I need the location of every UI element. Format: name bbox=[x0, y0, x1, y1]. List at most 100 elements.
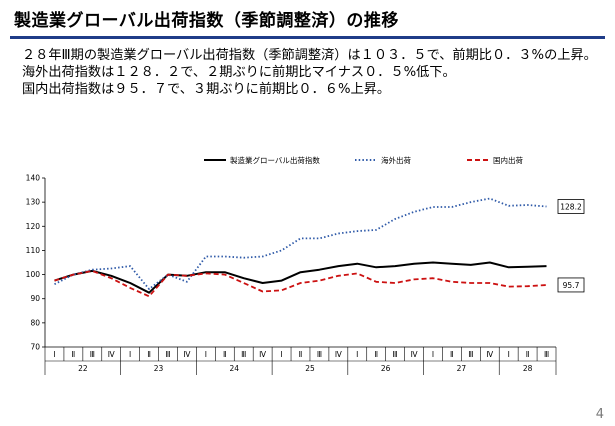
data-point bbox=[262, 256, 264, 258]
data-point bbox=[413, 211, 415, 213]
data-point bbox=[413, 279, 415, 281]
data-point bbox=[337, 265, 339, 267]
data-point bbox=[319, 269, 321, 271]
data-point bbox=[489, 282, 491, 284]
data-point bbox=[546, 206, 548, 208]
y-tick-label: 110 bbox=[26, 246, 41, 255]
data-point bbox=[300, 237, 302, 239]
end-label-1: 95.7 bbox=[563, 281, 580, 290]
page-number: 4 bbox=[595, 407, 604, 422]
x-quarter-label: Ⅲ bbox=[317, 350, 322, 359]
x-quarter-label: Ⅱ bbox=[526, 350, 530, 359]
y-tick-label: 80 bbox=[30, 318, 40, 327]
data-point bbox=[356, 263, 358, 265]
summary-paragraph-domestic: 国内出荷指数は９５．７で、３期ぶりに前期比０．６%上昇。 bbox=[22, 82, 391, 97]
data-point bbox=[281, 289, 283, 291]
x-year-label: 25 bbox=[305, 364, 315, 373]
series-line-1 bbox=[54, 197, 547, 291]
data-point bbox=[129, 287, 131, 289]
data-point bbox=[375, 266, 377, 268]
data-point bbox=[451, 281, 453, 283]
x-quarter-label: Ⅳ bbox=[411, 350, 418, 359]
x-quarter-label: Ⅱ bbox=[223, 350, 227, 359]
data-point bbox=[356, 272, 358, 274]
data-point bbox=[375, 229, 377, 231]
data-point bbox=[319, 237, 321, 239]
data-point bbox=[148, 295, 150, 297]
end-label-0: 128.2 bbox=[560, 202, 582, 211]
data-point bbox=[470, 201, 472, 203]
data-point bbox=[375, 281, 377, 283]
data-point bbox=[224, 256, 226, 258]
end-label-box-0 bbox=[557, 199, 585, 214]
data-point bbox=[224, 271, 226, 273]
data-point bbox=[148, 288, 150, 290]
x-quarter-label: Ⅲ bbox=[393, 350, 398, 359]
x-quarter-label: Ⅲ bbox=[241, 350, 246, 359]
data-point bbox=[243, 277, 245, 279]
data-point bbox=[205, 272, 207, 274]
summary-paragraph-global: ２８年Ⅲ期の製造業グローバル出荷指数（季節調整済）は１０３．５で、前期比０．３%… bbox=[22, 48, 597, 63]
y-tick-label: 90 bbox=[30, 294, 40, 303]
x-year-label: 22 bbox=[78, 364, 88, 373]
data-point bbox=[243, 282, 245, 284]
end-value-labels: 128.2 95.7 bbox=[557, 199, 585, 293]
y-tick-label: 120 bbox=[26, 222, 41, 231]
data-point bbox=[54, 280, 56, 282]
data-point bbox=[527, 204, 529, 206]
data-point bbox=[413, 263, 415, 265]
data-point bbox=[489, 262, 491, 264]
data-point bbox=[394, 218, 396, 220]
x-quarter-label: Ⅰ bbox=[53, 350, 55, 359]
x-year-label: 27 bbox=[457, 364, 467, 373]
data-point bbox=[72, 274, 74, 276]
data-point bbox=[186, 281, 188, 283]
data-point bbox=[451, 206, 453, 208]
data-point bbox=[527, 285, 529, 287]
series-line-0 bbox=[54, 261, 547, 294]
x-quarter-label: Ⅳ bbox=[486, 350, 493, 359]
series-lines bbox=[54, 197, 548, 298]
y-axis: 70 80 90 100 110 120 130 140 bbox=[26, 174, 46, 352]
x-quarter-label: Ⅰ bbox=[129, 350, 131, 359]
x-quarter-label: Ⅲ bbox=[165, 350, 170, 359]
data-point bbox=[527, 266, 529, 268]
x-quarter-label: Ⅲ bbox=[468, 350, 473, 359]
series-line-2 bbox=[54, 269, 547, 298]
data-point bbox=[394, 282, 396, 284]
summary-text: ２８年Ⅲ期の製造業グローバル出荷指数（季節調整済）は１０３．５で、前期比０．３%… bbox=[22, 47, 607, 98]
data-point bbox=[470, 264, 472, 266]
data-point bbox=[300, 271, 302, 273]
data-point bbox=[432, 277, 434, 279]
data-point bbox=[451, 263, 453, 265]
legend-label-2: 国内出荷 bbox=[493, 155, 523, 165]
y-tick-label: 70 bbox=[30, 343, 40, 352]
data-point bbox=[224, 274, 226, 276]
slide-title: 製造業グローバル出荷指数（季節調整済）の推移 bbox=[14, 11, 399, 31]
y-tick-label: 130 bbox=[26, 198, 41, 207]
data-point bbox=[337, 233, 339, 235]
x-quarter-label: Ⅲ bbox=[90, 350, 95, 359]
data-point bbox=[337, 275, 339, 277]
chart-legend: 製造業グローバル出荷指数 海外出荷 国内出荷 bbox=[204, 155, 523, 165]
summary-paragraph-overseas: 海外出荷指数は１２８．２で、２期ぶりに前期比マイナス０．５%低下。 bbox=[22, 65, 456, 80]
data-point bbox=[432, 206, 434, 208]
data-point bbox=[148, 292, 150, 294]
x-quarter-label: Ⅰ bbox=[280, 350, 282, 359]
data-point bbox=[167, 274, 169, 276]
y-tick-label: 100 bbox=[26, 270, 41, 279]
x-quarter-label: Ⅱ bbox=[299, 350, 303, 359]
x-quarter-label: Ⅳ bbox=[259, 350, 266, 359]
data-point bbox=[546, 284, 548, 286]
x-quarter-label: Ⅰ bbox=[205, 350, 207, 359]
data-point bbox=[489, 198, 491, 200]
data-point bbox=[300, 282, 302, 284]
data-point bbox=[129, 282, 131, 284]
x-quarter-label: Ⅳ bbox=[108, 350, 115, 359]
x-year-label: 23 bbox=[154, 364, 164, 373]
end-label-box-1 bbox=[557, 277, 585, 293]
data-point bbox=[262, 291, 264, 293]
data-point bbox=[470, 282, 472, 284]
data-point bbox=[508, 286, 510, 288]
data-point bbox=[186, 275, 188, 277]
